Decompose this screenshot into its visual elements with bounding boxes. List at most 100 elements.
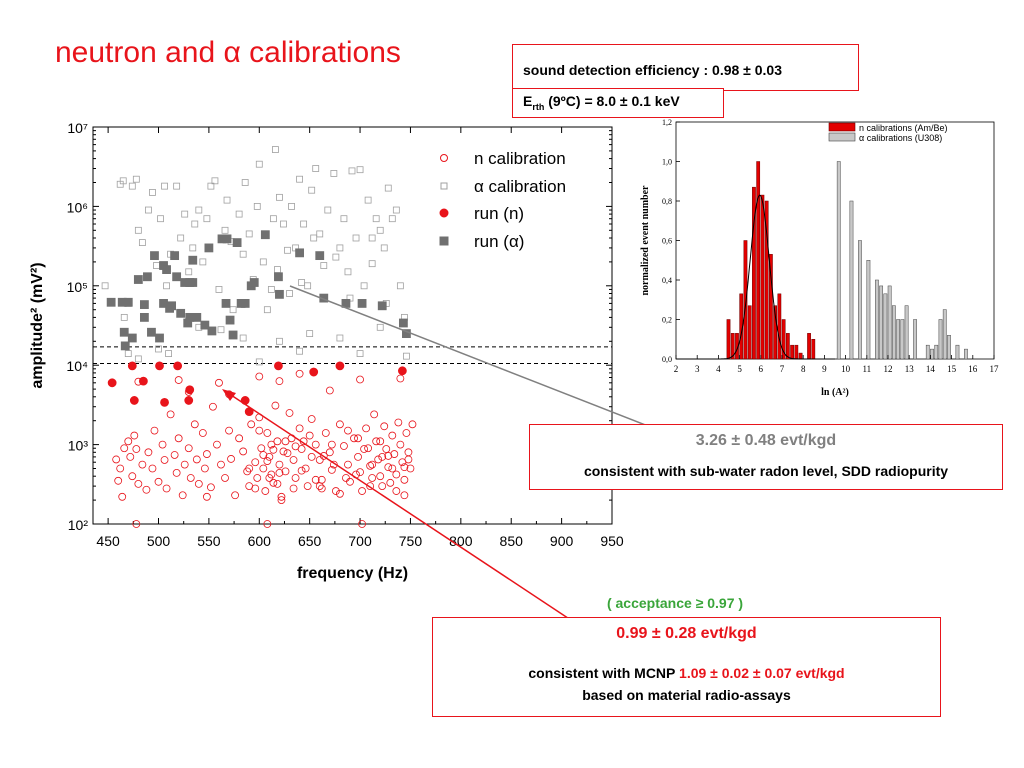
neutron-rate-value: 0.99 ± 0.28 evt/kgd	[616, 625, 757, 642]
data-point	[139, 312, 149, 322]
data-point	[344, 426, 352, 435]
histogram-bar	[925, 344, 930, 360]
data-point	[291, 442, 300, 451]
data-point	[112, 455, 121, 464]
hist-legend-label: n calibrations (Am/Be)	[859, 123, 948, 133]
neutron-arrowhead	[222, 389, 236, 401]
histogram-bar	[904, 305, 909, 360]
histogram-bar	[938, 319, 943, 360]
x-axis-title: frequency (Hz)	[297, 565, 408, 582]
data-point	[376, 323, 384, 331]
data-point	[221, 474, 229, 482]
data-point	[150, 251, 159, 261]
data-point	[192, 312, 202, 322]
data-point	[124, 350, 132, 357]
data-point	[203, 215, 211, 223]
data-point	[306, 330, 314, 338]
data-point	[354, 434, 362, 443]
data-point	[184, 396, 194, 405]
data-point	[269, 445, 278, 454]
data-point	[147, 327, 156, 337]
data-point	[160, 456, 169, 464]
data-point	[106, 297, 116, 307]
data-point	[374, 455, 383, 464]
data-point	[297, 466, 306, 475]
data-point	[174, 376, 183, 384]
data-point	[276, 193, 283, 201]
data-point	[325, 386, 334, 395]
data-point	[107, 378, 117, 388]
alpha-arrow-line	[289, 285, 677, 438]
data-point	[362, 424, 371, 433]
data-point	[255, 426, 264, 435]
data-point	[267, 286, 275, 293]
data-point	[138, 376, 148, 386]
data-point	[215, 286, 223, 293]
data-point	[191, 220, 199, 228]
data-point	[356, 166, 364, 174]
hist-y-tick-label: 0,8	[662, 197, 672, 206]
data-point	[160, 398, 169, 407]
data-point	[245, 230, 253, 238]
data-point	[370, 410, 379, 419]
data-point	[276, 337, 283, 345]
data-point	[380, 244, 388, 252]
hist-x-tick-label: 6	[759, 364, 764, 374]
data-point	[195, 206, 203, 214]
data-point	[221, 226, 229, 234]
data-point	[186, 474, 195, 482]
data-point	[402, 429, 411, 437]
data-point	[296, 175, 303, 183]
legend-label: run (α)	[474, 232, 524, 251]
data-point	[271, 401, 280, 410]
data-point	[285, 409, 294, 417]
data-point	[344, 460, 352, 469]
data-point	[386, 478, 395, 487]
data-point	[119, 177, 127, 185]
data-point	[356, 350, 364, 357]
data-point	[356, 468, 364, 477]
histogram-bar	[811, 339, 816, 360]
data-point	[358, 520, 366, 528]
histogram-bar	[798, 352, 803, 360]
data-point	[217, 460, 225, 469]
data-point	[247, 420, 256, 429]
data-point	[372, 215, 380, 223]
data-point	[155, 361, 164, 371]
data-point	[320, 262, 328, 269]
data-point	[162, 484, 171, 493]
data-point	[384, 452, 393, 460]
data-point	[143, 272, 152, 282]
data-point	[134, 355, 142, 363]
x-tick-label: 950	[600, 533, 624, 549]
histogram-bar	[726, 319, 731, 360]
data-point	[188, 278, 198, 287]
data-point	[274, 361, 283, 371]
data-point	[132, 445, 141, 453]
data-point	[274, 272, 283, 282]
data-point	[265, 474, 274, 482]
data-point	[394, 418, 403, 427]
histogram-bar	[887, 285, 892, 360]
data-point	[251, 484, 260, 493]
page-title: neutron and α calibrations	[55, 36, 401, 69]
y-tick-label: 10²	[68, 517, 89, 533]
data-point	[289, 484, 298, 493]
data-point	[259, 464, 268, 473]
radioassay-note: based on material radio-assays	[582, 687, 791, 703]
data-point	[280, 220, 287, 228]
data-point	[165, 350, 172, 357]
data-point	[269, 478, 278, 487]
data-point	[134, 226, 142, 234]
data-point	[217, 326, 225, 334]
annotation-arrows	[222, 285, 677, 639]
data-point	[380, 422, 389, 431]
data-point	[138, 239, 146, 247]
data-point	[315, 251, 325, 261]
data-point	[350, 434, 358, 443]
data-point	[279, 447, 288, 456]
data-point	[232, 238, 242, 248]
data-point	[315, 482, 324, 491]
data-point	[188, 255, 198, 265]
histogram-bar	[947, 335, 951, 360]
